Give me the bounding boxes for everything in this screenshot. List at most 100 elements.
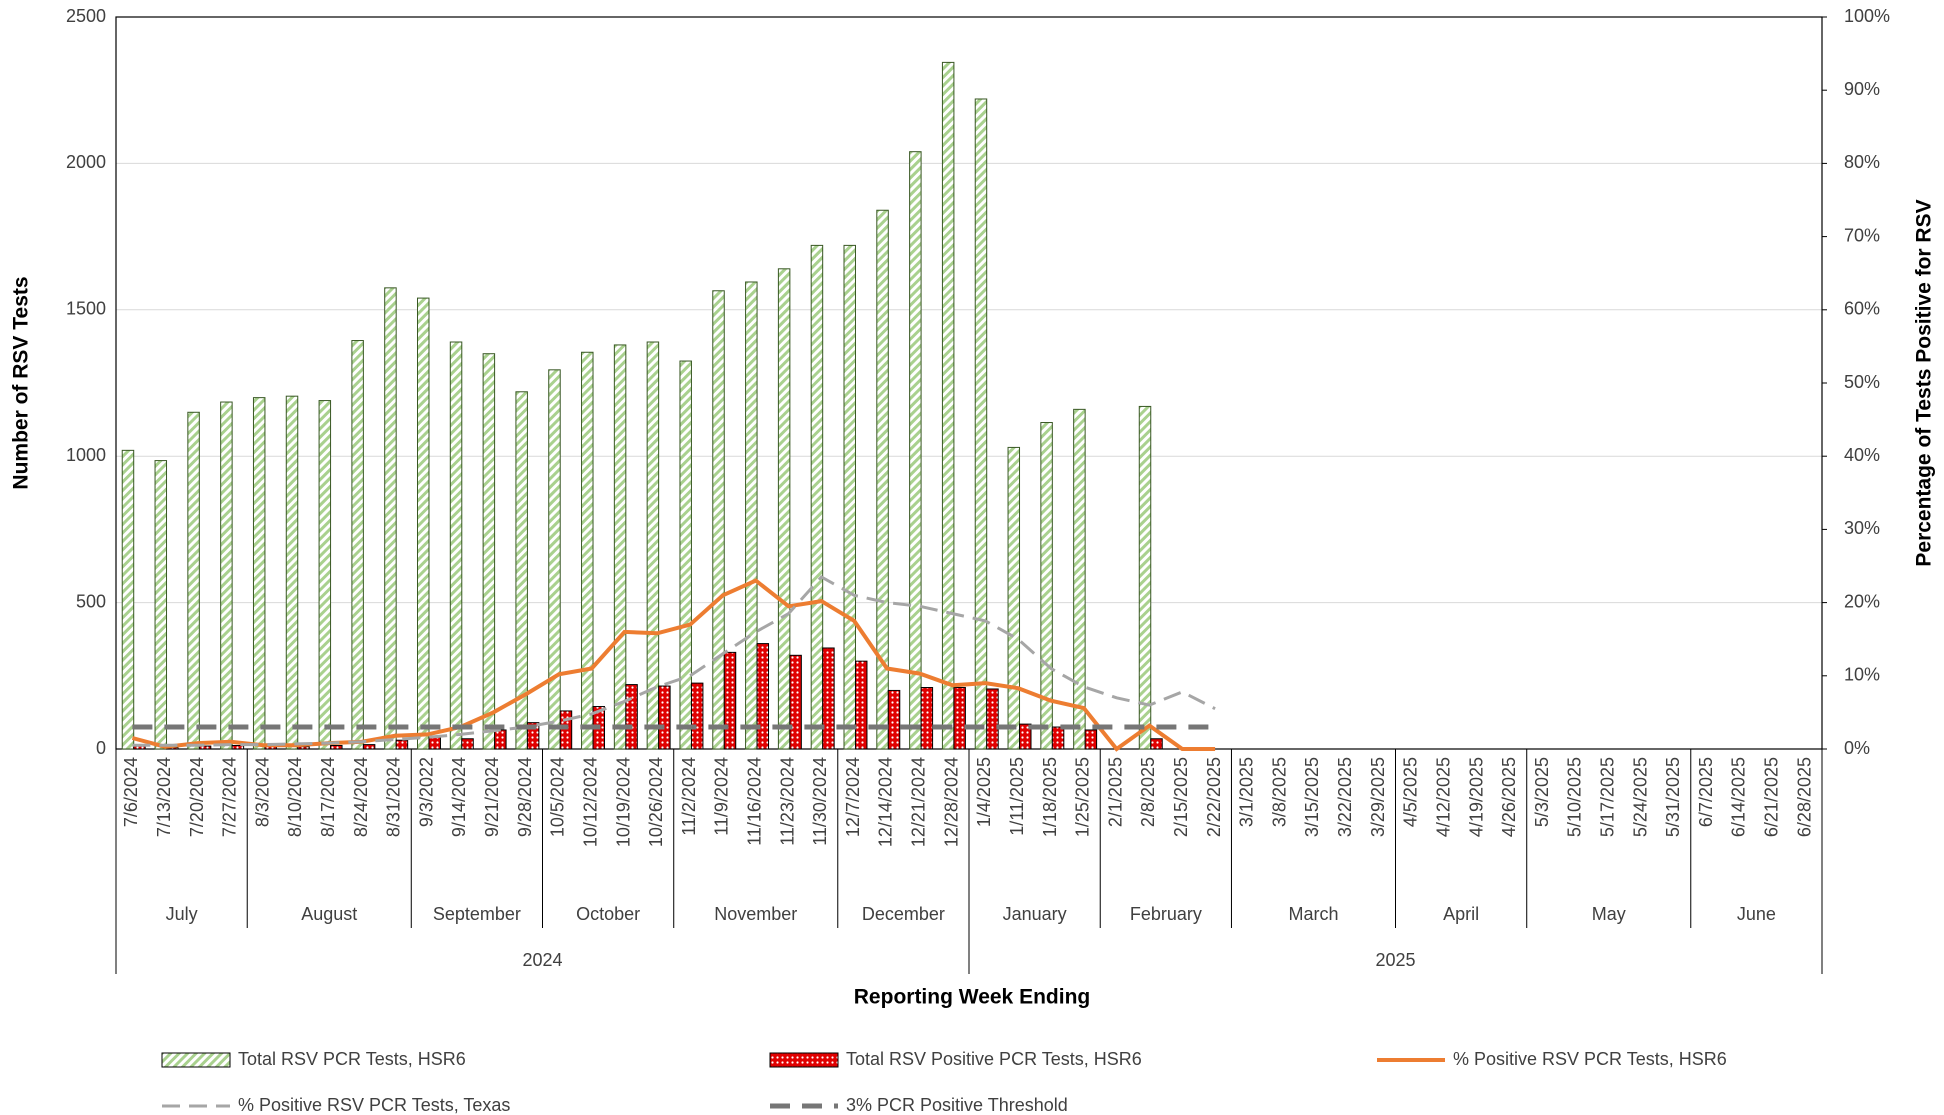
x-tick-label: 2/8/2025 [1138, 757, 1158, 827]
plot-frame [115, 16, 1823, 750]
y2-tick-label: 20% [1844, 591, 1880, 611]
month-label: May [1592, 904, 1626, 924]
x-tick-label: 7/13/2024 [154, 757, 174, 837]
x-tick-label: 8/10/2024 [285, 757, 305, 837]
x-tick-label: 4/19/2025 [1466, 757, 1486, 837]
bar [876, 209, 889, 750]
y-tick-label: 1000 [66, 445, 106, 465]
year-label: 2024 [522, 950, 562, 970]
bar [920, 687, 934, 750]
x-tick-label: 2/22/2025 [1204, 757, 1224, 837]
x-tick-label: 11/9/2024 [712, 757, 732, 836]
x-tick-label: 3/22/2025 [1335, 757, 1355, 837]
x-tick-label: 4/26/2025 [1499, 757, 1519, 837]
x-tick-label: 2/15/2025 [1171, 757, 1191, 837]
y2-tick-label: 90% [1844, 79, 1880, 99]
month-label: February [1130, 904, 1202, 924]
y2-tick-label: 30% [1844, 518, 1880, 538]
x-axis-title: Reporting Week Ending [854, 986, 1090, 1009]
bar [679, 360, 692, 750]
x-tick-label: 7/27/2024 [220, 757, 240, 837]
x-tick-label: 10/12/2024 [580, 757, 600, 847]
x-tick-label: 12/21/2024 [909, 757, 929, 847]
bar [395, 739, 409, 750]
bar [690, 682, 704, 750]
x-tick-label: 8/3/2024 [252, 757, 272, 827]
x-tick-label: 3/29/2025 [1368, 757, 1388, 837]
bar [745, 281, 758, 750]
y2-axis-title: Percentage of Tests Positive for RSV [1913, 199, 1936, 566]
y2-tick-label: 70% [1844, 225, 1880, 245]
bar [1138, 405, 1152, 750]
bar [789, 654, 802, 750]
x-tick-label: 11/2/2024 [679, 757, 699, 836]
bar [515, 391, 528, 750]
bar [154, 460, 168, 750]
bar [581, 351, 594, 750]
bar [1007, 446, 1021, 750]
bar [810, 244, 824, 750]
bar [231, 744, 245, 750]
bar [285, 395, 299, 750]
bar [461, 738, 474, 750]
bar [909, 151, 922, 750]
bar [362, 744, 376, 750]
bar [646, 341, 660, 750]
bar [428, 736, 441, 750]
x-tick-label: 6/14/2025 [1729, 757, 1749, 837]
bar [723, 651, 737, 750]
y-axis-title: Number of RSV Tests [10, 276, 33, 489]
bar [417, 297, 430, 750]
bar [843, 244, 856, 750]
month-label: November [714, 904, 797, 924]
x-tick-label: 6/21/2025 [1762, 757, 1782, 837]
x-tick-label: 9/21/2024 [482, 757, 502, 837]
bar [449, 341, 463, 750]
x-tick-label: 5/3/2025 [1532, 757, 1552, 827]
x-tick-label: 4/5/2025 [1401, 757, 1421, 827]
x-tick-label: 7/20/2024 [187, 757, 207, 837]
month-label: March [1288, 904, 1338, 924]
y2-tick-label: 40% [1844, 445, 1880, 465]
bar [318, 400, 332, 750]
x-tick-label: 9/28/2024 [515, 757, 535, 837]
bar [1150, 738, 1163, 750]
month-label: January [1003, 904, 1067, 924]
bar [1019, 723, 1032, 750]
x-tick-label: 9/3/2022 [416, 757, 436, 827]
x-tick-label: 4/12/2025 [1433, 757, 1453, 837]
legend-label: Total RSV PCR Tests, HSR6 [238, 1049, 466, 1069]
x-tick-label: 12/28/2024 [941, 757, 961, 847]
x-tick-label: 9/14/2024 [449, 757, 469, 837]
x-tick-label: 8/31/2024 [384, 757, 404, 837]
legend-key [161, 1052, 231, 1068]
y2-tick-label: 50% [1844, 372, 1880, 392]
bar [625, 684, 638, 750]
bar [941, 61, 955, 750]
bar [658, 685, 671, 750]
x-tick-label: 2/1/2025 [1105, 757, 1125, 827]
x-tick-label: 7/6/2024 [121, 757, 141, 827]
legend-label: Total RSV Positive PCR Tests, HSR6 [846, 1049, 1142, 1069]
x-tick-label: 10/5/2024 [548, 757, 568, 837]
bar [1084, 729, 1098, 750]
month-label: September [433, 904, 521, 924]
bar [559, 710, 573, 750]
bar [187, 411, 200, 750]
line-series [131, 578, 1216, 752]
y2-tick-label: 0% [1844, 738, 1870, 758]
bar [494, 729, 507, 750]
x-tick-label: 1/25/2025 [1073, 757, 1093, 837]
x-tick-label: 1/4/2025 [974, 757, 994, 827]
x-tick-label: 1/11/2025 [1007, 757, 1027, 836]
x-tick-label: 5/31/2025 [1663, 757, 1683, 837]
x-tick-label: 11/30/2024 [810, 757, 830, 846]
bar [953, 687, 966, 750]
y-tick-label: 2500 [66, 6, 106, 26]
bar [1051, 726, 1065, 750]
bar [613, 344, 627, 750]
bar [854, 660, 868, 750]
x-tick-label: 3/8/2025 [1269, 757, 1289, 827]
month-label: October [576, 904, 640, 924]
x-tick-label: 12/14/2024 [876, 757, 896, 847]
